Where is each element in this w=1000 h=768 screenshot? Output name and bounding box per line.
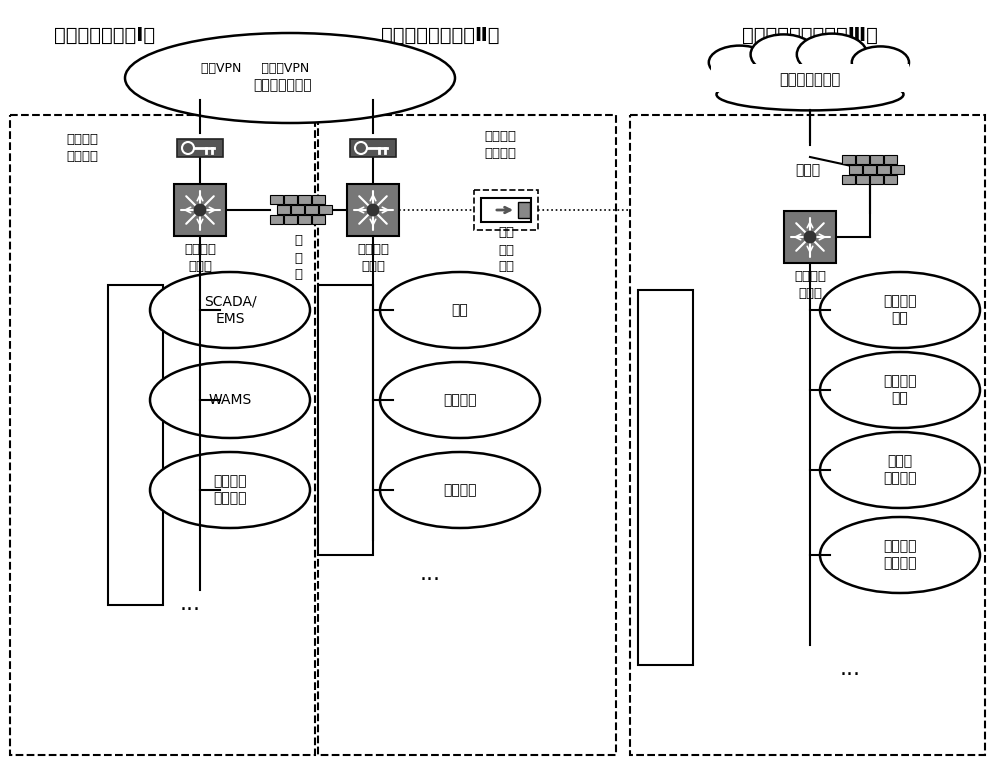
Text: 信息治理
网关机: 信息治理 网关机: [794, 270, 826, 300]
Bar: [630, 115, 985, 755]
Text: 正向
隔离
装置: 正向 隔离 装置: [498, 227, 514, 273]
Bar: [108, 285, 163, 605]
Circle shape: [367, 204, 379, 216]
Bar: [704, 74, 916, 101]
Ellipse shape: [820, 432, 980, 508]
Bar: [870, 175, 883, 184]
Text: 在线监测: 在线监测: [443, 483, 477, 497]
Bar: [174, 184, 226, 236]
Bar: [350, 139, 396, 157]
Bar: [481, 198, 531, 222]
Bar: [291, 205, 304, 214]
Bar: [284, 215, 296, 223]
Text: 动力环境
监测系统: 动力环境 监测系统: [883, 539, 917, 571]
Ellipse shape: [125, 33, 455, 123]
Ellipse shape: [797, 34, 867, 75]
Ellipse shape: [820, 272, 980, 348]
Text: 纵向加密
认证装置: 纵向加密 认证装置: [484, 130, 516, 160]
Bar: [849, 165, 862, 174]
Ellipse shape: [150, 362, 310, 438]
Text: 故障录波: 故障录波: [443, 393, 477, 407]
Text: WAMS: WAMS: [208, 393, 252, 407]
Ellipse shape: [820, 517, 980, 593]
Bar: [347, 184, 399, 236]
Bar: [856, 155, 868, 164]
Text: SCADA/
EMS: SCADA/ EMS: [204, 294, 256, 326]
Bar: [277, 205, 290, 214]
Ellipse shape: [380, 272, 540, 348]
Bar: [842, 175, 854, 184]
Text: ···: ···: [420, 570, 440, 590]
Bar: [298, 195, 310, 204]
Circle shape: [804, 231, 816, 243]
Circle shape: [355, 142, 367, 154]
Bar: [318, 115, 616, 755]
Bar: [312, 195, 324, 204]
Bar: [319, 205, 332, 214]
Bar: [863, 165, 876, 174]
Bar: [891, 165, 904, 174]
Bar: [318, 285, 373, 555]
Bar: [474, 190, 538, 230]
Bar: [784, 211, 836, 263]
Text: 控制区（安全区Ⅰ）: 控制区（安全区Ⅰ）: [54, 25, 156, 45]
Bar: [305, 205, 318, 214]
Text: 信息治理
网关机: 信息治理 网关机: [184, 243, 216, 273]
Bar: [711, 64, 909, 92]
Text: 综合业务数据网: 综合业务数据网: [779, 72, 841, 88]
Bar: [870, 155, 883, 164]
Text: ···: ···: [840, 665, 860, 685]
Ellipse shape: [751, 35, 817, 74]
Text: 安全稳定
控制系统: 安全稳定 控制系统: [213, 475, 247, 505]
Text: 生产管理区（安全区Ⅲ）: 生产管理区（安全区Ⅲ）: [742, 25, 878, 45]
Bar: [884, 175, 896, 184]
Text: 计量: 计量: [452, 303, 468, 317]
Bar: [638, 290, 693, 665]
Bar: [270, 195, 283, 204]
Ellipse shape: [716, 54, 904, 98]
Text: 机器人
监控系统: 机器人 监控系统: [883, 455, 917, 485]
Bar: [842, 155, 854, 164]
Bar: [177, 139, 223, 157]
Text: 纵向加密
认证装置: 纵向加密 认证装置: [66, 133, 98, 163]
Bar: [884, 155, 896, 164]
Bar: [298, 215, 310, 223]
Ellipse shape: [150, 452, 310, 528]
Bar: [877, 165, 890, 174]
Text: 视频监测
系统: 视频监测 系统: [883, 294, 917, 326]
Bar: [518, 202, 530, 218]
Text: 防
火
墙: 防 火 墙: [294, 234, 302, 282]
Ellipse shape: [150, 272, 310, 348]
Text: 非控制区（安全区Ⅱ）: 非控制区（安全区Ⅱ）: [381, 25, 499, 45]
Text: 实时VPN     非实时VPN: 实时VPN 非实时VPN: [201, 61, 309, 74]
Bar: [284, 195, 296, 204]
Circle shape: [194, 204, 206, 216]
Ellipse shape: [380, 362, 540, 438]
Text: 信息治理
网关机: 信息治理 网关机: [357, 243, 389, 273]
Text: 防火墙: 防火墙: [795, 163, 821, 177]
Text: 安全监测
系统: 安全监测 系统: [883, 374, 917, 406]
Ellipse shape: [852, 46, 909, 78]
Bar: [270, 215, 283, 223]
Bar: [312, 215, 324, 223]
Circle shape: [182, 142, 194, 154]
Ellipse shape: [820, 352, 980, 428]
Ellipse shape: [709, 45, 770, 79]
Text: 电力调度数据网: 电力调度数据网: [254, 78, 312, 92]
Bar: [10, 115, 315, 755]
Ellipse shape: [380, 452, 540, 528]
Bar: [856, 175, 868, 184]
Text: ···: ···: [180, 600, 200, 620]
